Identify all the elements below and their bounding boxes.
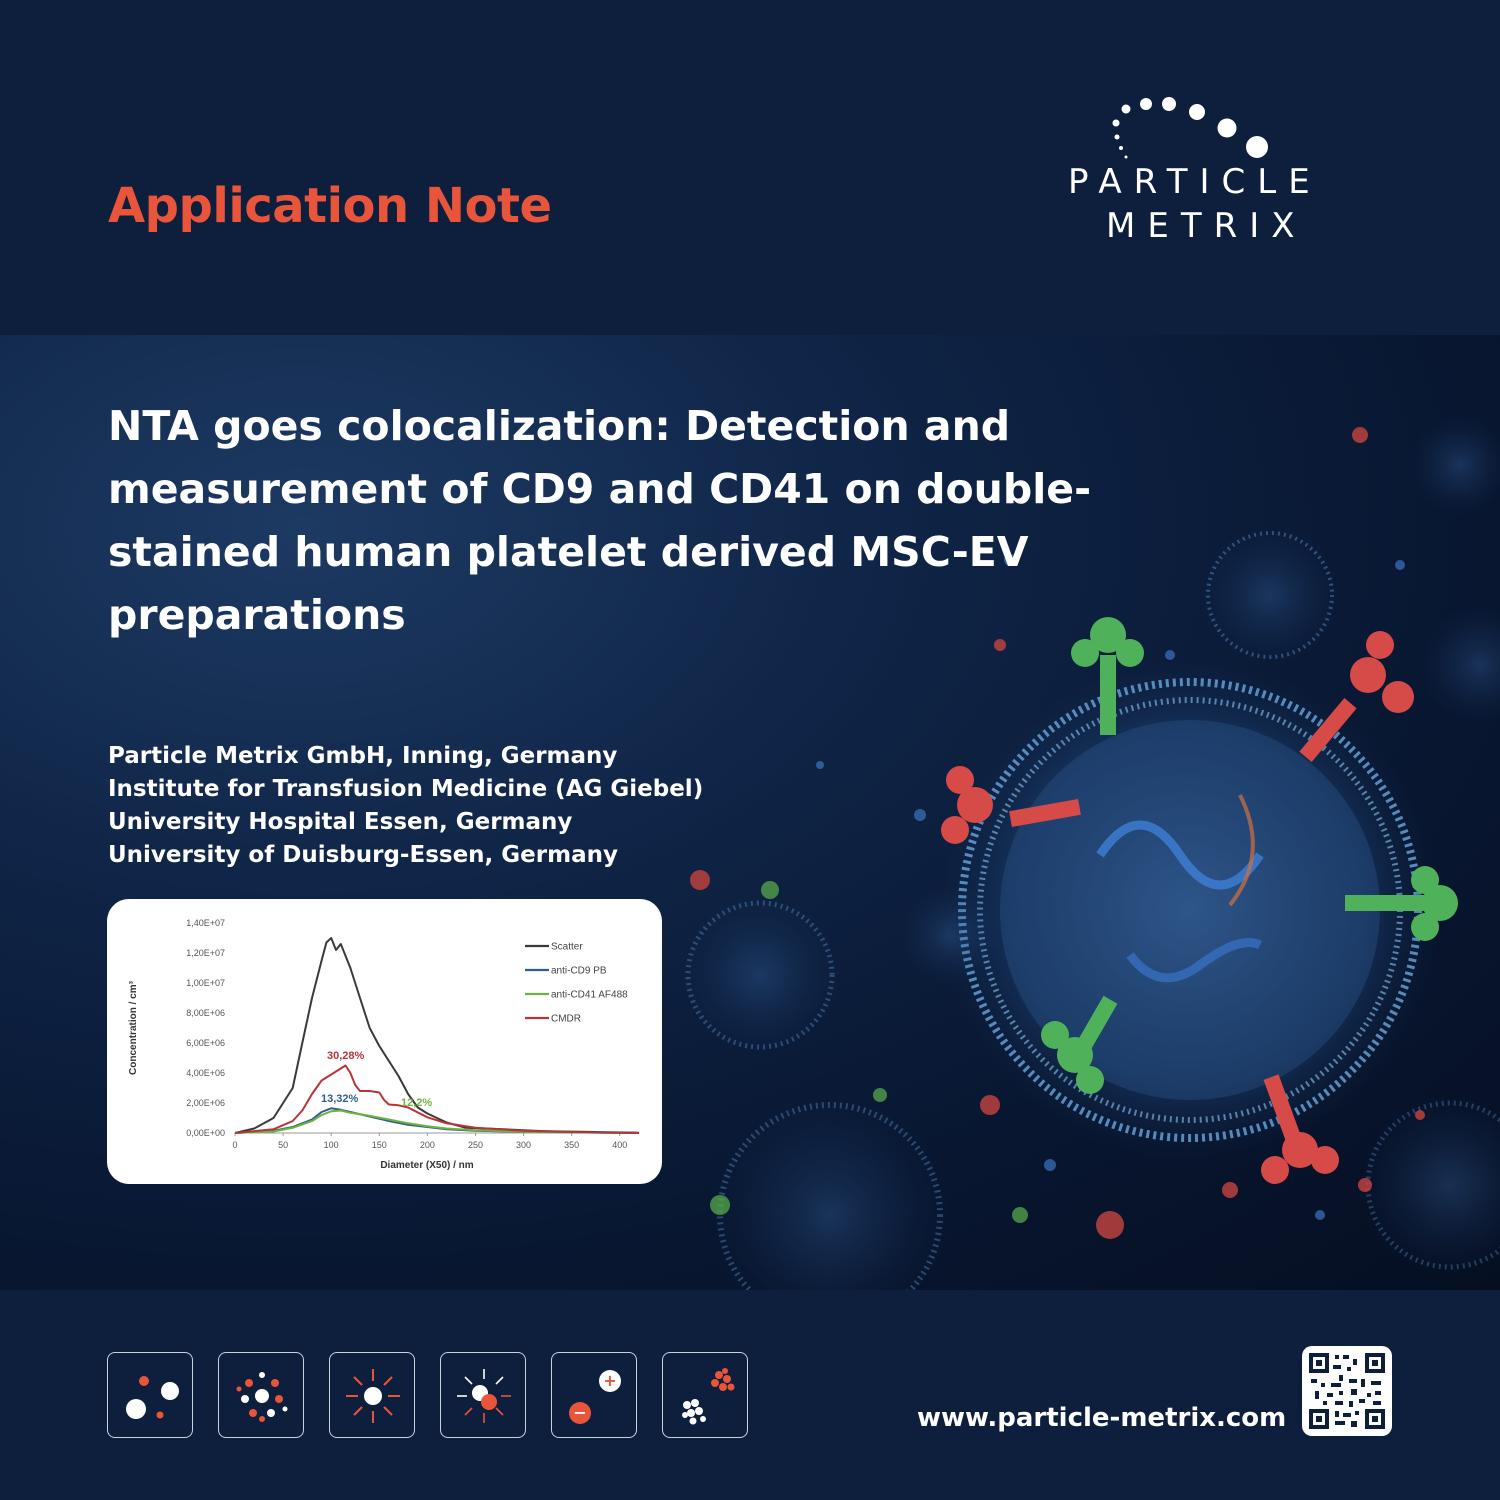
y-tick-label: 8,00E+06 — [186, 1008, 225, 1018]
website-link[interactable]: www.particle-metrix.com — [917, 1403, 1287, 1433]
aggregate-icon[interactable] — [662, 1352, 748, 1438]
svg-text:+: + — [603, 1371, 616, 1390]
series-line-cmdr — [234, 1064, 640, 1134]
x-tick-label: 150 — [372, 1140, 387, 1150]
affiliation-item: University of Duisburg-Essen, Germany — [108, 842, 618, 868]
qr-code-icon[interactable] — [1302, 1346, 1392, 1436]
svg-text:−: − — [573, 1403, 586, 1422]
size-distribution-chart: 0,00E+00 2,00E+06 4,00E+06 6,00E+06 8,00E+06… — [128, 918, 640, 1171]
light-scatter-icon[interactable] — [329, 1352, 415, 1438]
header: Application Note PARTICLE METRIX — [0, 0, 1500, 335]
series-line-anti-cd41-af488 — [234, 1109, 640, 1134]
affiliation-item: Particle Metrix GmbH, Inning, Germany — [108, 743, 618, 769]
scatter-cluster-icon[interactable] — [218, 1352, 304, 1438]
x-tick-label: 250 — [468, 1140, 483, 1150]
x-tick-label: 100 — [324, 1140, 339, 1150]
fluorescence-icon[interactable] — [440, 1352, 526, 1438]
y-tick-label: 1,20E+07 — [186, 948, 225, 958]
zeta-charge-icon[interactable]: + − — [551, 1352, 637, 1438]
x-axis-title: Diameter (X50) / nm — [380, 1160, 473, 1171]
extracellular-vesicle-illustration — [680, 415, 1500, 1290]
y-tick-label: 1,40E+07 — [186, 918, 225, 928]
affiliation-item: Institute for Transfusion Medicine (AG G… — [108, 776, 704, 802]
legend-label: CMDR — [551, 1014, 581, 1025]
particle-metrix-logo[interactable]: PARTICLE METRIX — [1060, 90, 1410, 250]
affiliation-item: University Hospital Essen, Germany — [108, 809, 573, 835]
page-title: NTA goes colocalization: Detection and m… — [108, 402, 1092, 639]
logo-wordmark-particle: PARTICLE — [1068, 162, 1322, 202]
y-tick-label: 2,00E+06 — [186, 1098, 225, 1108]
y-axis-title: Concentration / cm³ — [128, 980, 139, 1075]
x-tick-label: 300 — [516, 1140, 531, 1150]
y-tick-label: 1,00E+07 — [186, 978, 225, 988]
y-tick-label: 6,00E+06 — [186, 1038, 225, 1048]
affiliations-list: Particle Metrix GmbH, Inning, Germany In… — [108, 740, 703, 872]
footer: + − www.particle-metrix.com — [0, 1290, 1500, 1500]
percentage-annotation: 30,28% — [327, 1050, 365, 1062]
percentage-annotation: 12,2% — [401, 1097, 432, 1109]
legend-label: anti-CD41 AF488 — [551, 990, 628, 1001]
x-tick-label: 400 — [612, 1140, 627, 1150]
x-tick-label: 200 — [420, 1140, 435, 1150]
legend-label: Scatter — [551, 942, 583, 953]
application-note-label: Application Note — [108, 178, 552, 234]
x-tick-label: 50 — [278, 1140, 288, 1150]
percentage-annotation: 13,32% — [321, 1093, 359, 1105]
y-tick-label: 4,00E+06 — [186, 1068, 225, 1078]
legend-label: anti-CD9 PB — [551, 966, 607, 977]
logo-dots-icon — [1112, 97, 1268, 159]
x-tick-label: 350 — [564, 1140, 579, 1150]
logo-wordmark-metrix: METRIX — [1106, 206, 1307, 246]
particles-icon[interactable] — [107, 1352, 193, 1438]
chart-card: 0,00E+00 2,00E+06 4,00E+06 6,00E+06 8,00E+06… — [107, 899, 662, 1184]
x-tick-label: 0 — [232, 1140, 237, 1150]
hero-banner: NTA goes colocalization: Detection and m… — [0, 335, 1500, 1290]
y-tick-label: 0,00E+00 — [186, 1128, 225, 1138]
